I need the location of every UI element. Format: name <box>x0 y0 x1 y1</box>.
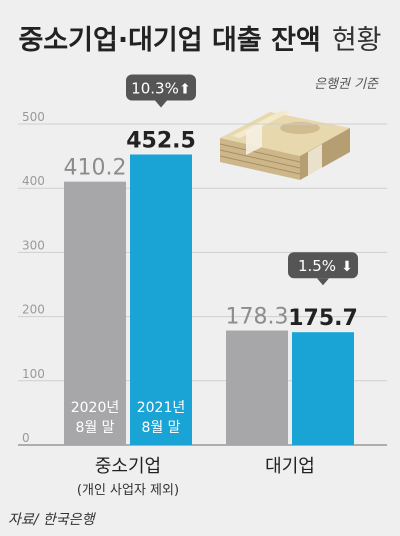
y-tick-label: 500 <box>22 110 45 124</box>
badge-box <box>126 74 196 101</box>
category-label: 중소기업 <box>95 456 161 477</box>
badge-box <box>288 252 358 279</box>
change-text: 1.5% <box>298 257 336 275</box>
series-name-line1: 2021년 <box>137 400 186 416</box>
y-tick-label: 200 <box>22 303 45 317</box>
y-axis-ticks: 0 100 200 300 400 500 <box>22 110 45 445</box>
y-tick-label: 400 <box>22 174 45 188</box>
unit-note: 은행권 기준 <box>314 77 379 92</box>
change-badge: 10.3% ⬆ <box>126 74 196 108</box>
badge-pointer <box>155 100 167 108</box>
value-label: 410.2 <box>64 156 127 181</box>
bar-curr-0 <box>130 154 192 445</box>
arrow-down-icon: ⬇ <box>341 259 353 275</box>
x-axis-labels: 중소기업 (개인 사업자 제외) 대기업 <box>77 456 315 498</box>
change-badges: 10.3% ⬆ 1.5% ⬇ <box>126 74 358 286</box>
bar-prev-0 <box>64 181 126 445</box>
badge-pointer <box>317 278 329 286</box>
source-note: 자료/ 한국은행 <box>8 512 97 528</box>
value-labels: 410.2 2020년 8월 말 178.3 452.5 2021년 8월 말 175.7 <box>64 128 358 436</box>
arrow-up-icon: ⬆ <box>179 81 191 97</box>
y-tick-label: 300 <box>22 238 45 252</box>
y-tick-label: 100 <box>22 367 45 381</box>
series-name-line1: 2020년 <box>71 400 120 416</box>
money-stack-icon <box>219 110 350 180</box>
bar-curr-1 <box>292 332 354 445</box>
series-name-line2: 8월 말 <box>75 420 114 436</box>
series-name-line2: 8월 말 <box>141 420 180 436</box>
bar-prev-1 <box>226 330 288 445</box>
bars <box>64 154 354 445</box>
change-badge: 1.5% ⬇ <box>288 252 358 286</box>
value-label: 178.3 <box>226 305 289 330</box>
category-label: 대기업 <box>265 456 315 477</box>
chart-title: 중소기업·대기업 대출 잔액 현황 <box>18 25 381 56</box>
y-tick-label: 0 <box>22 431 30 445</box>
value-label: 452.5 <box>126 128 196 153</box>
change-text: 10.3% <box>131 79 179 97</box>
value-label: 175.7 <box>288 306 358 331</box>
category-sublabel: (개인 사업자 제외) <box>77 483 179 498</box>
